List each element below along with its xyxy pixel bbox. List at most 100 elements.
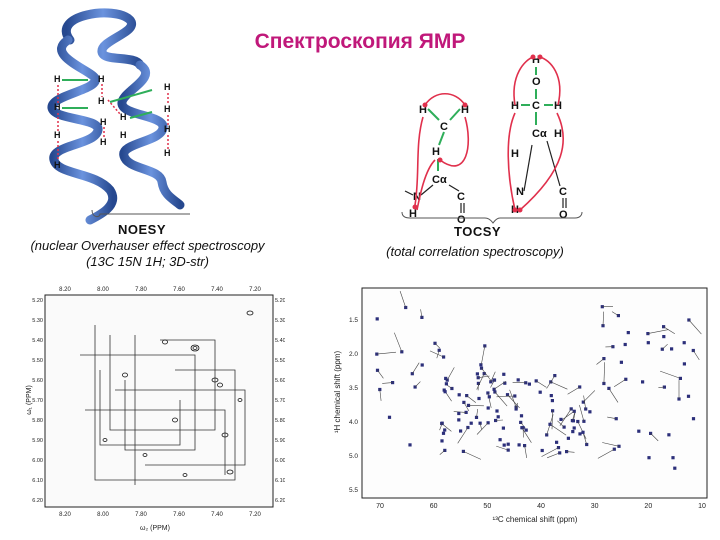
cross-peak <box>457 393 461 397</box>
spectrum-frame <box>361 287 708 499</box>
molecule-1: H H C H Cα N C O H <box>409 104 469 226</box>
cross-peak <box>588 410 592 414</box>
h-atom: H <box>54 102 61 112</box>
x-axis-label: ω₂ (PPM) <box>140 525 170 532</box>
cross-peak <box>391 381 395 385</box>
cross-peak <box>505 393 510 397</box>
peak-leader <box>376 351 397 355</box>
tick-label: 4.0 <box>349 419 358 426</box>
peak-leader <box>439 450 445 455</box>
cross-peak <box>545 433 549 437</box>
cross-peak <box>486 406 490 410</box>
tick-label: 6.10 <box>32 478 43 484</box>
cross-peak <box>479 366 484 370</box>
cross-peak <box>433 341 437 345</box>
tick-label: 5.40 <box>32 338 43 344</box>
h-atom: H <box>164 148 171 158</box>
tick-label: 30 <box>591 503 599 510</box>
cross-peak <box>671 456 675 460</box>
cross-peak <box>553 374 557 378</box>
tick-label: 70 <box>376 503 384 510</box>
y-axis-label: ¹H chemical shift (ppm) <box>333 351 342 434</box>
h-atom: H <box>100 117 107 127</box>
peak-leader <box>434 343 441 349</box>
page-title: Спектроскопия ЯМР <box>254 30 466 53</box>
peak-leader <box>650 433 659 442</box>
cross-peak <box>501 426 505 430</box>
peak-leader <box>546 452 560 459</box>
cross-peak <box>477 396 481 401</box>
h-atom: H <box>98 96 105 106</box>
peak-leader <box>557 420 565 428</box>
peak-leader <box>439 423 443 431</box>
peak-leader <box>379 389 382 401</box>
peak-leader <box>567 386 580 395</box>
cross-peak <box>420 363 424 367</box>
peak-leader <box>521 427 532 443</box>
peak-leader <box>441 423 452 432</box>
cross-peak <box>682 362 686 366</box>
peak-leader <box>603 362 605 384</box>
cross-peak <box>444 376 448 380</box>
cross-peak <box>495 409 499 413</box>
peak-leader <box>429 350 444 358</box>
tocsy-molecule-illustration: H H C H Cα N C O H H O H C H H Cα H N C … <box>404 54 568 226</box>
peak-leader <box>496 395 515 398</box>
cross-peak <box>646 332 650 336</box>
peak-leader <box>536 380 547 388</box>
tick-label: 5.80 <box>275 418 285 424</box>
peak-leader <box>607 416 617 419</box>
bottom-tick-labels: 8.20 8.00 7.80 7.60 7.40 7.20 <box>59 512 261 518</box>
cross-peak <box>682 341 686 345</box>
c-alpha-atom: Cα <box>532 128 547 140</box>
tick-label: 7.80 <box>135 512 147 518</box>
peak-leader <box>693 350 700 361</box>
tick-label: 10 <box>698 503 706 510</box>
tick-label: 5.70 <box>32 398 43 404</box>
cross-peak <box>614 417 618 421</box>
cross-peak <box>576 419 580 424</box>
peak-leader <box>663 326 675 335</box>
tick-label: 2.0 <box>349 351 358 358</box>
cross-peak <box>502 443 506 447</box>
h-atom: H <box>164 124 171 134</box>
peak-leader <box>377 370 384 379</box>
h-atom: H <box>461 104 469 116</box>
cross-peak <box>519 414 524 418</box>
peak-leader <box>476 422 489 435</box>
h-atom: H <box>419 104 427 116</box>
oxygen-atom: O <box>559 209 568 221</box>
tick-label: 5.60 <box>275 378 285 384</box>
carbon-atom: C <box>559 186 567 198</box>
carbon-atom: C <box>440 121 448 133</box>
cross-peak <box>549 394 553 398</box>
peak-leader <box>494 391 508 407</box>
cross-peak <box>571 430 575 434</box>
cross-peak <box>517 443 521 447</box>
cross-peak <box>506 442 510 446</box>
cross-peak <box>559 417 563 421</box>
cross-peaks <box>102 310 254 477</box>
peak-leader <box>559 408 572 426</box>
cross-peak <box>578 432 582 436</box>
tick-label: 60 <box>430 503 438 510</box>
cross-peak <box>662 325 666 329</box>
tick-label: 8.00 <box>97 287 109 293</box>
peak-leader <box>583 395 586 410</box>
peak-leader <box>602 442 620 447</box>
peak-leader <box>490 371 496 382</box>
tick-label: 5.0 <box>349 453 358 460</box>
carbon-atom: C <box>457 191 465 203</box>
cross-peak <box>375 368 380 372</box>
cross-peak <box>565 450 569 454</box>
bracket <box>91 209 190 218</box>
tocsy-caption: (total correlation spectroscopy) <box>386 244 564 259</box>
h-atom: H <box>511 100 519 112</box>
cross-peak <box>408 443 412 447</box>
tick-label: 5.30 <box>32 318 43 324</box>
cross-peak <box>523 444 527 448</box>
cross-peak <box>442 355 446 359</box>
peak-leader <box>647 329 669 334</box>
arrow-heads <box>412 54 543 213</box>
cross-peak <box>466 425 470 430</box>
